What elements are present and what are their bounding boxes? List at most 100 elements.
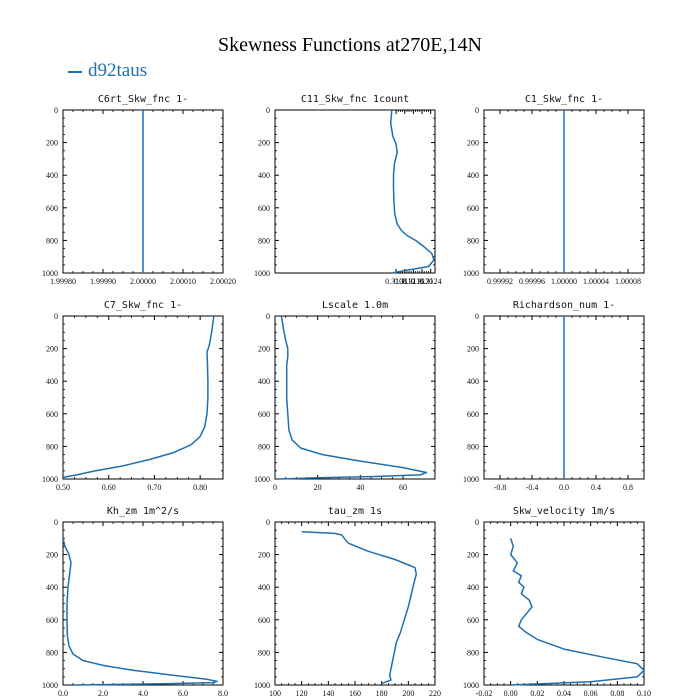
y-tick-label: 400 [258,583,270,592]
x-tick-label: 140 [322,689,334,698]
x-tick-label: 0.3124 [420,277,442,286]
y-tick-label: 400 [46,171,58,180]
x-tick-label: 0.3120 [411,277,433,286]
y-tick-label: 1000 [463,681,479,690]
x-tick-label: 2.00020 [210,277,236,286]
plot-frame [274,315,436,480]
y-tick-label: 1000 [42,269,58,278]
x-tick-label: -0.02 [476,689,493,698]
x-tick-label: 0.60 [102,483,116,492]
figure-title: Skewness Functions at270E,14N [218,34,482,56]
legend-swatch [68,70,82,73]
x-tick-label: 120 [296,689,308,698]
y-tick-label: 1000 [463,269,479,278]
x-tick-label: -0.8 [494,483,507,492]
y-tick-label: 200 [258,345,270,354]
y-tick-label: 400 [467,583,479,592]
panel-title: C6rt_Skw_fnc 1- [98,94,188,105]
y-tick-label: 200 [46,345,58,354]
y-tick-label: 0 [266,518,270,527]
x-tick-label: 0.4 [591,483,601,492]
y-tick-label: 800 [258,236,270,245]
x-tick-label: 0.99996 [519,277,545,286]
x-tick-label: 180 [376,689,388,698]
x-tick-label: 0.8 [623,483,633,492]
x-tick-label: 40 [356,483,364,492]
y-tick-label: 400 [467,171,479,180]
panel-title: Skw_velocity 1m/s [513,506,615,517]
y-tick-label: 800 [467,442,479,451]
x-tick-label: 0.50 [56,483,70,492]
y-tick-label: 400 [46,583,58,592]
x-tick-label: 1.99980 [50,277,76,286]
y-tick-label: 1000 [42,475,58,484]
x-tick-label: -0.4 [526,483,539,492]
y-tick-label: 600 [467,204,479,213]
y-tick-label: 800 [467,236,479,245]
plot-frame [62,521,224,686]
x-tick-label: 0 [273,483,277,492]
plot-frame [274,109,436,274]
panel-C1_Skw_fnc: C1_Skw_fnc 1- 0 200 400 600 800 1000 0.99992 0.9… [463,94,645,286]
y-tick-label: 200 [46,139,58,148]
x-tick-label: 0.0 [559,483,569,492]
x-tick-label: 0.04 [557,689,571,698]
x-tick-label: 20 [314,483,322,492]
plot-frame [62,315,224,480]
x-tick-label: 0.3112 [394,277,416,286]
legend-label: d92taus [88,60,148,81]
y-tick-label: 0 [475,106,479,115]
x-tick-label: 0.10 [637,689,651,698]
x-tick-label: 2.00000 [130,277,156,286]
y-tick-label: 600 [258,410,270,419]
x-tick-label: 1.00004 [583,277,609,286]
y-tick-label: 600 [467,410,479,419]
y-tick-label: 400 [46,377,58,386]
series-line [279,315,428,480]
y-tick-label: 0 [266,312,270,321]
y-tick-label: 1000 [463,475,479,484]
y-tick-label: 1000 [254,269,270,278]
x-tick-label: 0.00 [504,689,518,698]
y-tick-label: 200 [467,345,479,354]
x-tick-label: 0.80 [193,483,207,492]
x-tick-label: 4.0 [138,689,148,698]
y-tick-label: 800 [258,442,270,451]
y-tick-label: 1000 [254,475,270,484]
y-tick-label: 200 [46,551,58,560]
x-tick-label: 6.0 [178,689,188,698]
series-line [301,531,418,685]
x-tick-label: 1.00008 [615,277,641,286]
x-tick-label: 0.70 [147,483,161,492]
y-tick-label: 1000 [42,681,58,690]
x-tick-label: 0.3108 [385,277,407,286]
y-tick-label: 0 [475,312,479,321]
y-tick-label: 400 [258,377,270,386]
panel-title: Lscale 1.0m [322,300,388,311]
panel-title: Kh_zm 1m^2/s [107,506,179,517]
x-tick-label: 8.0 [218,689,228,698]
y-tick-label: 0 [54,518,58,527]
y-tick-label: 0 [475,518,479,527]
y-tick-label: 1000 [254,681,270,690]
y-tick-label: 600 [46,204,58,213]
x-tick-label: 100 [269,689,281,698]
y-tick-label: 600 [467,616,479,625]
panel-title: C1_Skw_fnc 1- [525,94,603,105]
panel-title: Richardson_num 1- [513,300,615,311]
x-tick-label: 0.0 [58,689,68,698]
x-tick-label: 160 [349,689,361,698]
x-tick-label: 0.99992 [487,277,513,286]
series-line [509,538,645,686]
panel-Richardson_num: Richardson_num 1- 0 200 400 600 800 1000 -0.8 -0… [463,300,645,492]
panel-Skw_velocity: Skw_velocity 1m/s 0 200 400 600 800 1000-0.02 0… [463,506,651,698]
x-tick-label: 2.0 [98,689,108,698]
y-tick-label: 800 [467,648,479,657]
series-line [389,109,435,274]
panel-C11_Skw_fnc: C11_Skw_fnc 1count 0 200 400 600 800 1000 0.310… [254,94,442,286]
x-tick-label: 0.02 [530,689,544,698]
